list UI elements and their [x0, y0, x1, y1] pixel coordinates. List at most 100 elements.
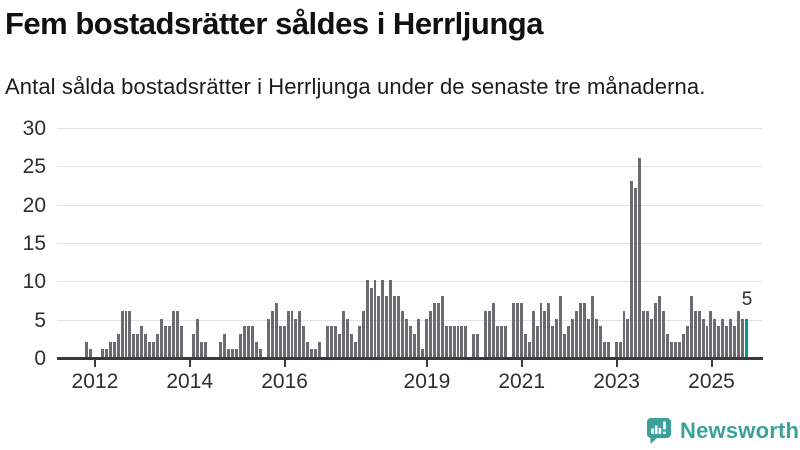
bar: [555, 318, 559, 357]
bar: [515, 303, 519, 357]
bar: [654, 303, 658, 357]
bar: [602, 341, 606, 357]
bar: [330, 326, 333, 357]
bar: [175, 311, 179, 357]
x-axis-line: [57, 357, 763, 360]
bar: [511, 303, 515, 357]
bar: [132, 334, 136, 357]
bar: [108, 341, 112, 357]
x-tick-mark: [283, 360, 286, 367]
bar: [302, 326, 306, 357]
bar: [314, 349, 318, 357]
bar: [563, 334, 567, 357]
y-tick-label: 30: [22, 117, 46, 140]
bar: [85, 341, 88, 357]
bar: [334, 326, 337, 357]
bar: [476, 334, 480, 357]
x-tick-mark: [710, 360, 713, 367]
bar: [488, 311, 492, 357]
bar: [195, 318, 199, 357]
bar: [484, 311, 488, 357]
bar: [673, 341, 677, 357]
bar: [243, 326, 247, 357]
bar: [247, 326, 250, 357]
bar: [168, 326, 171, 357]
bar: [345, 318, 349, 357]
bar: [535, 326, 539, 357]
bar: [401, 311, 405, 357]
bar: [646, 311, 650, 357]
bar: [413, 334, 416, 357]
bar: [112, 341, 116, 357]
bar: [626, 318, 630, 357]
bar: [310, 349, 314, 357]
y-axis: 0 5 10 15 20 25 30: [0, 114, 46, 374]
bar: [662, 311, 665, 357]
x-tick-label: 2023: [593, 370, 640, 393]
bar: [650, 318, 654, 357]
bar: [685, 326, 689, 357]
bar: [436, 303, 440, 357]
bar: [270, 311, 274, 357]
bar: [531, 311, 535, 357]
bar: [286, 311, 290, 357]
x-tick-mark: [520, 360, 523, 367]
bar: [634, 188, 638, 357]
bar: [705, 326, 709, 357]
bar: [389, 280, 393, 357]
bar: [500, 326, 503, 357]
bar: [203, 341, 207, 357]
newsworthy-logo: Newsworthy: [646, 416, 800, 446]
gridline: [57, 166, 763, 168]
bar: [452, 326, 456, 357]
newsworthy-wordmark: Newsworthy: [680, 418, 800, 443]
bar: [420, 349, 424, 357]
bar: [689, 295, 693, 357]
plot-area: 5 2012 2014 2016 2019 2021 2023 2025: [57, 114, 763, 393]
bar: [571, 318, 575, 357]
chart-subtitle: Antal sålda bostadsrätter i Herrljunga u…: [5, 74, 706, 99]
bar: [144, 334, 148, 357]
bar: [239, 334, 243, 357]
bar: [630, 180, 634, 357]
bar: [369, 288, 373, 357]
bar: [365, 280, 369, 357]
bar: [614, 341, 618, 357]
bar: [219, 341, 223, 357]
bar: [278, 326, 282, 357]
bar: [140, 326, 144, 357]
bar: [594, 318, 598, 357]
bar: [120, 311, 124, 357]
bar: [448, 326, 452, 357]
bar: [199, 341, 203, 357]
bar: [274, 303, 278, 357]
bar: [318, 341, 322, 357]
bar: [693, 311, 697, 357]
last-value-label: 5: [741, 289, 753, 310]
bar: [583, 303, 586, 357]
bar: [231, 349, 235, 357]
x-tick-mark: [188, 360, 191, 367]
bar: [385, 295, 389, 357]
bar: [527, 341, 531, 357]
y-tick-label: 15: [22, 232, 46, 255]
bar: [721, 318, 725, 357]
bar: [697, 311, 701, 357]
gridline: [57, 281, 763, 283]
bar: [266, 318, 270, 357]
bar: [160, 318, 164, 357]
bar: [575, 311, 579, 357]
bar: [658, 295, 662, 357]
bar: [341, 311, 345, 357]
bar: [551, 326, 555, 357]
bar: [666, 334, 669, 357]
bar: [148, 341, 152, 357]
x-tick-label: 2014: [166, 370, 214, 393]
bar: [543, 311, 547, 357]
bar: [464, 326, 468, 357]
bar: [460, 326, 464, 357]
bar: [440, 295, 444, 357]
bar: [116, 334, 120, 357]
bar: [709, 311, 713, 357]
